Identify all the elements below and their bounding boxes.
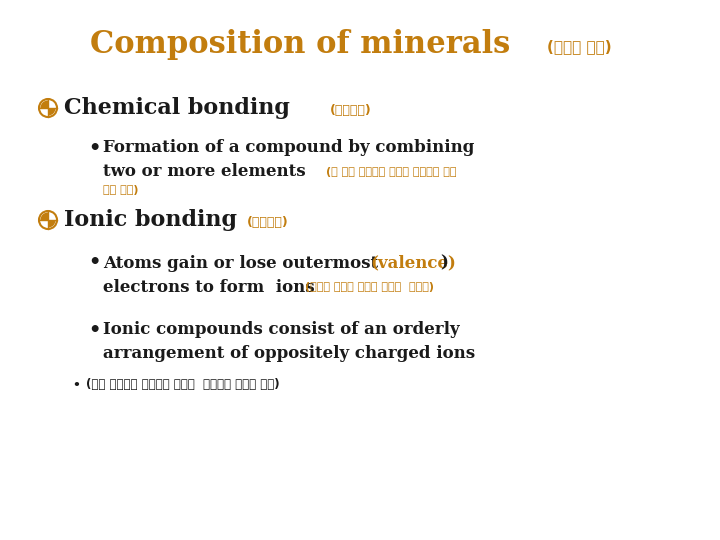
Text: Chemical bonding: Chemical bonding	[64, 97, 290, 119]
Text: Formation of a compound by combining: Formation of a compound by combining	[103, 139, 474, 157]
Text: arrangement of oppositely charged ions: arrangement of oppositely charged ions	[103, 346, 475, 362]
Wedge shape	[48, 220, 55, 228]
Text: Composition of minerals: Composition of minerals	[90, 30, 510, 60]
Wedge shape	[40, 100, 48, 108]
Text: 물을 만듬): 물을 만듬)	[103, 185, 138, 195]
Text: (이온 결합들은 반대되는 전하의  질서적인 배열로 구성): (이온 결합들은 반대되는 전하의 질서적인 배열로 구성)	[86, 379, 279, 392]
Text: ): )	[440, 254, 448, 272]
Text: •: •	[72, 379, 80, 392]
Text: (valence): (valence)	[370, 254, 456, 272]
Text: (화학결합): (화학결합)	[330, 105, 372, 118]
Text: •: •	[88, 321, 100, 340]
Wedge shape	[40, 212, 48, 220]
Wedge shape	[48, 108, 55, 116]
Text: (둘 혹은 그이상의 원소가 결합하여 혼합: (둘 혹은 그이상의 원소가 결합하여 혼합	[326, 167, 456, 177]
Text: (광물의 조성): (광물의 조성)	[547, 39, 611, 55]
Text: •: •	[88, 138, 100, 158]
Text: Ionic compounds consist of an orderly: Ionic compounds consist of an orderly	[103, 321, 459, 339]
Text: (최외각 전자를 얻거나 잃어서  이온화): (최외각 전자를 얻거나 잃어서 이온화)	[305, 282, 434, 292]
Text: (이온결합): (이온결합)	[247, 217, 289, 230]
Text: •: •	[88, 253, 100, 273]
Text: Ionic bonding: Ionic bonding	[64, 209, 237, 231]
Text: Atoms gain or lose outermost: Atoms gain or lose outermost	[103, 254, 384, 272]
Text: electrons to form  ions: electrons to form ions	[103, 279, 315, 295]
Text: two or more elements: two or more elements	[103, 164, 305, 180]
